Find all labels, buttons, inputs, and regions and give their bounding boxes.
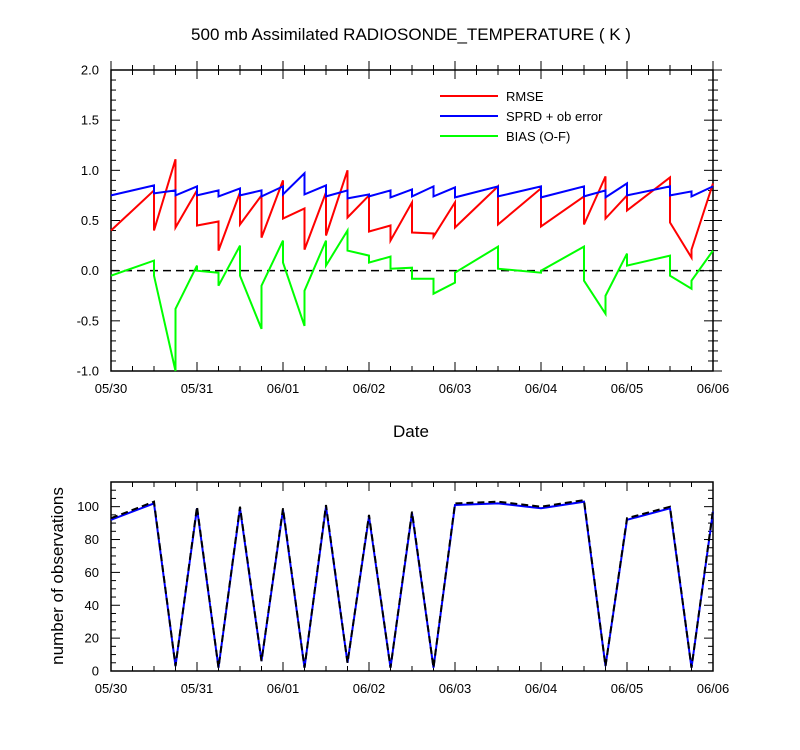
bottom-x-tick-label: 06/05 <box>611 681 644 696</box>
top-panel: 05/30 05/31 06/01 06/02 06/03 06/04 06/05 06/06… <box>77 61 730 396</box>
top-x-tick-label: 06/05 <box>611 381 644 396</box>
top-x-tick-label: 05/31 <box>181 381 214 396</box>
top-y-tick-label: -1.0 <box>77 364 99 379</box>
bottom-y-tick-label: 20 <box>85 631 99 646</box>
legend-label: RMSE <box>506 89 544 104</box>
bottom-y-tick-label: 0 <box>92 664 99 679</box>
top-series-rmse <box>110 159 714 262</box>
top-x-tick-label: 06/02 <box>353 381 386 396</box>
top-y-tick-label: 0.5 <box>81 213 99 228</box>
top-x-tick-label: 06/01 <box>267 381 300 396</box>
bottom-y-tick-label: 60 <box>85 565 99 580</box>
top-y-tick-label: 2.0 <box>81 63 99 78</box>
top-x-axis-title: Date <box>393 422 429 441</box>
legend-label: SPRD + ob error <box>506 109 603 124</box>
top-y-tick-label: 1.0 <box>81 163 99 178</box>
bottom-y-tick-label: 100 <box>77 499 99 514</box>
bottom-y-axis-title: number of observations <box>48 487 67 665</box>
bottom-x-tick-label: 06/04 <box>525 681 558 696</box>
bottom-series-series-0 <box>110 500 714 668</box>
top-x-tick-label: 06/04 <box>525 381 558 396</box>
chart-title: 500 mb Assimilated RADIOSONDE_TEMPERATUR… <box>191 25 631 44</box>
top-y-tick-label: 1.5 <box>81 113 99 128</box>
top-y-tick-label: -0.5 <box>77 313 99 328</box>
top-x-tick-label: 06/06 <box>697 381 730 396</box>
bottom-x-tick-label: 05/30 <box>95 681 128 696</box>
top-y-tick-label: 0.0 <box>81 263 99 278</box>
top-series-bias-o-f <box>110 226 714 372</box>
bottom-plot-frame <box>110 481 714 672</box>
bottom-panel: 05/30 05/31 06/01 06/02 06/03 06/04 06/05 06/06… <box>77 481 730 696</box>
bottom-x-tick-label: 06/02 <box>353 681 386 696</box>
top-x-tick-label: 06/03 <box>439 381 472 396</box>
bottom-x-tick-label: 06/01 <box>267 681 300 696</box>
top-series-sprd-ob-error <box>110 170 714 200</box>
bottom-x-tick-label: 05/31 <box>181 681 214 696</box>
bottom-series-series-1 <box>110 498 714 668</box>
bottom-y-tick-label: 80 <box>85 532 99 547</box>
bottom-y-tick-label: 40 <box>85 598 99 613</box>
bottom-x-tick-label: 06/06 <box>697 681 730 696</box>
legend-label: BIAS (O-F) <box>506 129 570 144</box>
bottom-x-tick-label: 06/03 <box>439 681 472 696</box>
top-x-tick-label: 05/30 <box>95 381 128 396</box>
